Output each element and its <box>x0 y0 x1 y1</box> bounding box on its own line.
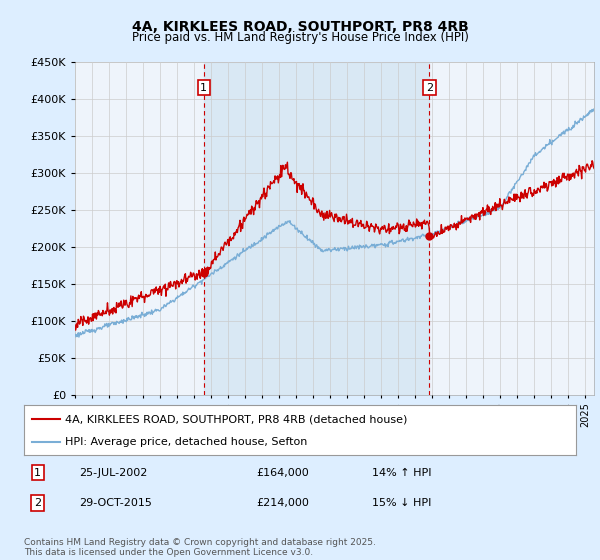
Text: 1: 1 <box>34 468 41 478</box>
Text: Contains HM Land Registry data © Crown copyright and database right 2025.
This d: Contains HM Land Registry data © Crown c… <box>24 538 376 557</box>
Text: 15% ↓ HPI: 15% ↓ HPI <box>372 498 431 508</box>
Text: HPI: Average price, detached house, Sefton: HPI: Average price, detached house, Seft… <box>65 437 308 447</box>
Text: Price paid vs. HM Land Registry's House Price Index (HPI): Price paid vs. HM Land Registry's House … <box>131 31 469 44</box>
Text: 2: 2 <box>34 498 41 508</box>
Text: £214,000: £214,000 <box>256 498 309 508</box>
Text: 29-OCT-2015: 29-OCT-2015 <box>79 498 152 508</box>
Text: 25-JUL-2002: 25-JUL-2002 <box>79 468 148 478</box>
Text: 1: 1 <box>200 82 208 92</box>
Text: 4A, KIRKLEES ROAD, SOUTHPORT, PR8 4RB: 4A, KIRKLEES ROAD, SOUTHPORT, PR8 4RB <box>131 20 469 34</box>
Text: 4A, KIRKLEES ROAD, SOUTHPORT, PR8 4RB (detached house): 4A, KIRKLEES ROAD, SOUTHPORT, PR8 4RB (d… <box>65 414 408 424</box>
Text: 2: 2 <box>426 82 433 92</box>
Text: £164,000: £164,000 <box>256 468 308 478</box>
Text: 14% ↑ HPI: 14% ↑ HPI <box>372 468 431 478</box>
